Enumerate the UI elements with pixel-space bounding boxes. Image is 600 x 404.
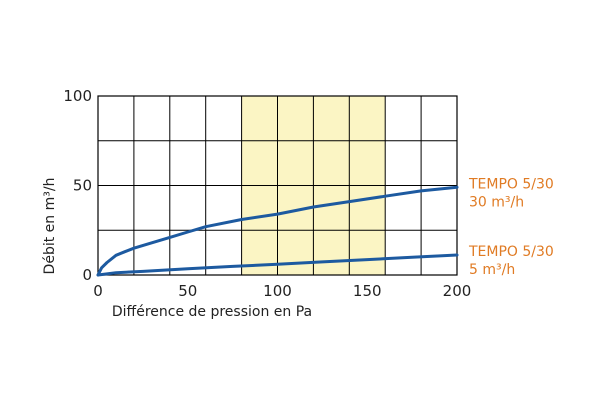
series-label-1-line-2: 30 m³/h [469,194,524,210]
series-line-2 [96,253,459,277]
x-tick-label: 0 [93,282,103,300]
x-tick-labels: 0 50 100 150 200 [93,282,471,300]
y-tick-label: 50 [73,177,92,195]
series-label-2-line-1: TEMPO 5/30 [468,244,554,260]
y-tick-label: 100 [63,87,92,105]
series-labels: TEMPO 5/30 30 m³/h TEMPO 5/30 5 m³/h [468,176,554,278]
x-tick-label: 150 [353,282,382,300]
plot-frame [97,95,458,276]
series-line-1 [96,185,459,277]
y-tick-labels: 0 50 100 [63,87,92,284]
x-axis-label: Différence de pression en Pa [112,304,312,320]
x-tick-label: 200 [443,282,472,300]
series-label-2-line-2: 5 m³/h [469,262,515,278]
grid [98,96,457,275]
y-tick-label: 0 [82,266,92,284]
y-axis-label: Débit en m³/h [42,178,58,275]
x-tick-label: 50 [178,282,197,300]
series-lines [96,185,459,277]
x-tick-label: 100 [263,282,292,300]
series-label-1-line-1: TEMPO 5/30 [468,176,554,192]
